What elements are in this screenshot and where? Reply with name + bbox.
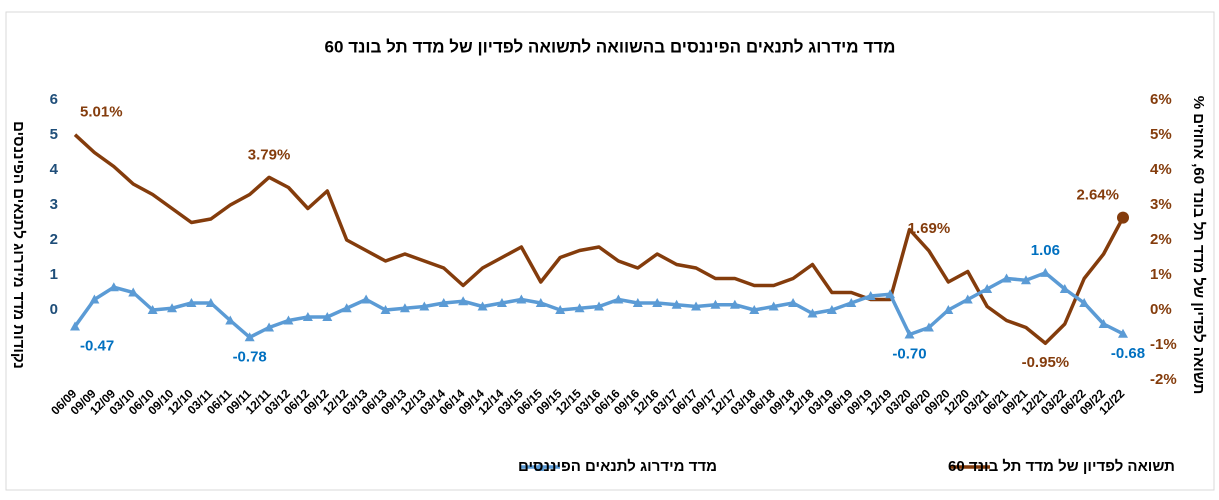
point — [574, 303, 585, 313]
point — [1117, 211, 1129, 224]
y-tick-label: 0 — [50, 301, 58, 318]
point — [147, 305, 158, 314]
point — [70, 321, 80, 331]
point — [729, 299, 740, 309]
point — [108, 282, 119, 292]
point — [419, 301, 430, 311]
y2-tick-label: -1% — [1150, 336, 1177, 353]
series-line — [73, 133, 1125, 345]
legend-label: מדד מידרוג לתנאים הפיננסים — [518, 458, 717, 475]
point — [788, 298, 799, 307]
point — [943, 305, 954, 314]
legend-marker — [535, 462, 545, 471]
data-label: 2.64% — [1076, 187, 1119, 204]
point — [865, 291, 876, 300]
point — [904, 329, 915, 339]
point — [264, 322, 275, 332]
point — [477, 301, 488, 311]
point — [244, 332, 255, 342]
point — [380, 305, 391, 314]
y2-tick-label: 3% — [1150, 196, 1172, 213]
y2-tick-label: 2% — [1150, 231, 1172, 248]
point — [632, 298, 643, 307]
point — [1040, 267, 1051, 277]
point — [496, 298, 507, 307]
point — [341, 303, 352, 313]
data-label: 1.06 — [1031, 242, 1060, 259]
point — [613, 294, 624, 304]
point — [167, 303, 178, 313]
y-tick-label: 6 — [50, 91, 58, 108]
point — [438, 298, 449, 307]
point — [1020, 275, 1031, 285]
point — [768, 301, 779, 311]
point — [1059, 284, 1070, 293]
point — [89, 294, 100, 304]
point — [1001, 273, 1012, 283]
y2-tick-label: 1% — [1150, 266, 1172, 283]
point — [516, 294, 527, 304]
point — [128, 287, 139, 297]
y-axis-title: נקודות מדד מידרוג לתנאים הפיננסים — [10, 121, 27, 369]
point — [652, 298, 663, 307]
y2-axis-title: תשואה לפדיון של מדד תל בונד 60, אחוזים % — [1190, 96, 1207, 394]
data-label: 1.69% — [908, 220, 951, 237]
y2-tick-label: 4% — [1150, 161, 1172, 178]
y-tick-label: 1 — [50, 266, 58, 283]
y-tick-label: 3 — [50, 196, 58, 213]
data-label: -0.47 — [80, 337, 114, 354]
y2-tick-label: -2% — [1150, 371, 1177, 388]
point — [399, 303, 410, 313]
point — [710, 299, 721, 309]
point — [225, 315, 236, 325]
data-label: -0.78 — [233, 348, 267, 365]
point — [458, 296, 469, 306]
point — [361, 294, 372, 304]
point — [923, 322, 934, 332]
y2-tick-label: 5% — [1150, 126, 1172, 143]
point — [322, 312, 333, 321]
y-tick-label: 4 — [50, 161, 59, 178]
point — [205, 298, 216, 307]
data-label: -0.95% — [1022, 354, 1070, 371]
data-label: 5.01% — [80, 104, 123, 121]
point — [283, 315, 294, 325]
point — [1079, 298, 1090, 307]
point — [671, 299, 682, 309]
point — [186, 298, 197, 307]
y2-tick-label: 6% — [1150, 91, 1172, 108]
point — [807, 308, 818, 318]
y-tick-label: 5 — [50, 126, 58, 143]
point — [826, 305, 837, 314]
point — [1118, 328, 1128, 338]
chart-title: מדד מידרוג לתנאים הפיננסים בהשוואה לתשוא… — [325, 37, 896, 56]
data-label: 3.79% — [248, 146, 291, 163]
point — [594, 301, 604, 311]
data-label: -0.70 — [892, 345, 926, 362]
point — [1098, 319, 1109, 328]
point — [555, 305, 566, 314]
point — [749, 305, 760, 314]
point — [982, 284, 993, 293]
data-label: -0.68 — [1111, 345, 1145, 362]
point — [885, 289, 896, 299]
point — [302, 312, 313, 321]
chart-frame — [5, 11, 1215, 491]
point — [846, 298, 857, 307]
legend-label: תשואה לפדיון של מדד תל בונד 60 — [948, 458, 1175, 475]
point — [691, 301, 702, 311]
y-tick-label: 2 — [50, 231, 58, 248]
point — [535, 298, 546, 307]
y2-tick-label: 0% — [1150, 301, 1172, 318]
point — [962, 294, 973, 304]
